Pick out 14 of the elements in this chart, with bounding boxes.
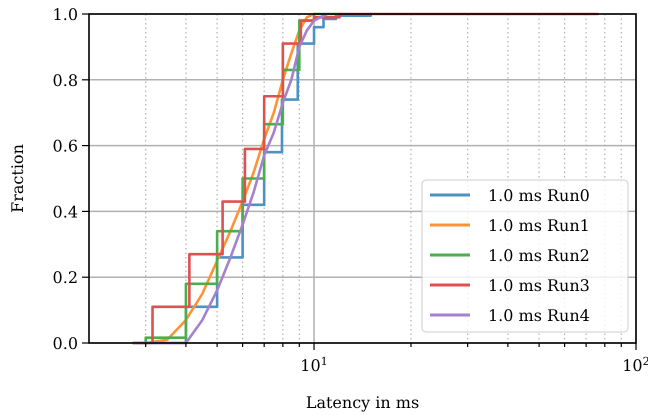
y-tick-label: 0.2	[52, 268, 78, 288]
legend-label: 1.0 ms Run0	[488, 186, 590, 205]
y-axis-title: Fraction	[8, 144, 27, 213]
y-tick-label: 0.4	[52, 202, 78, 222]
y-tick-label: 0.6	[52, 136, 78, 156]
legend-label: 1.0 ms Run2	[488, 246, 590, 265]
legend-label: 1.0 ms Run3	[488, 276, 590, 295]
y-tick-label: 0.0	[52, 334, 78, 353]
x-tick-label: 10$^{1}$	[300, 354, 328, 375]
y-tick-label: 0.8	[52, 70, 78, 90]
y-tick-label: 1.0	[52, 5, 78, 24]
legend-label: 1.0 ms Run4	[488, 306, 590, 325]
legend-label: 1.0 ms Run1	[488, 216, 590, 235]
x-axis-title: Latency in ms	[306, 393, 420, 412]
